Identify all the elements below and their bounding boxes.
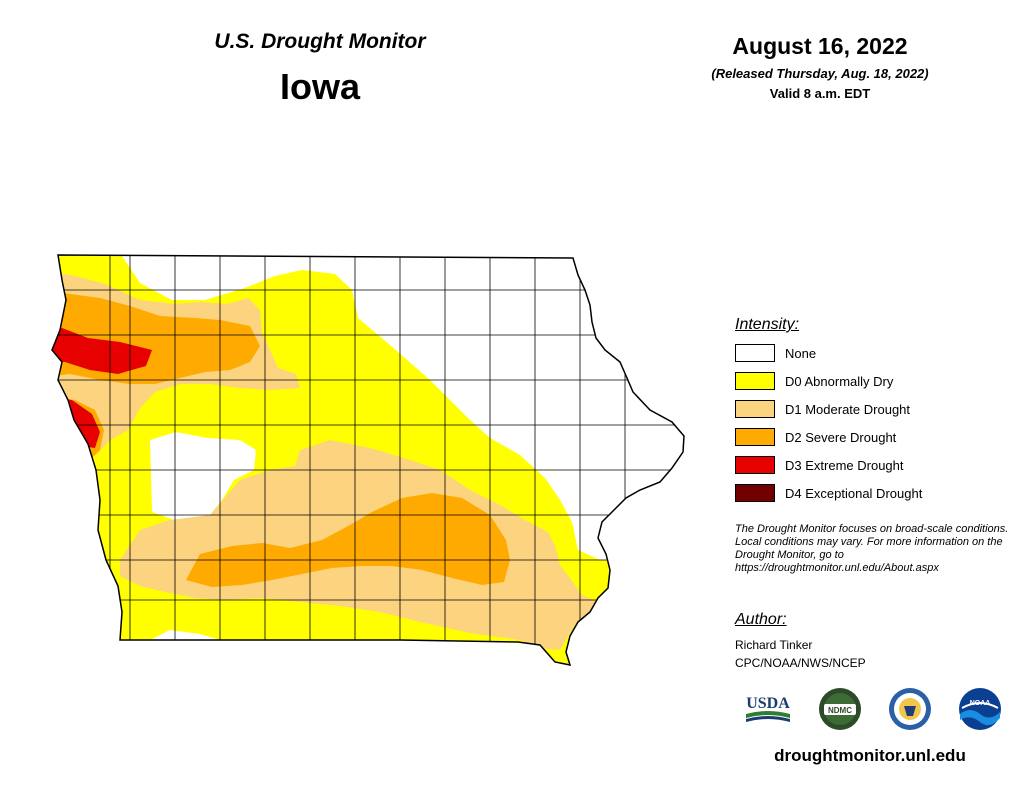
website-url[interactable]: droughtmonitor.unl.edu [774,746,966,765]
legend-label: D2 Severe Drought [785,430,897,445]
county-boundaries [52,255,684,665]
legend-label: D0 Abnormally Dry [785,374,894,389]
legend-title: Intensity: [735,316,800,333]
map-state-title: Iowa [279,66,360,107]
disclaimer-note: The Drought Monitor focuses on broad-sca… [735,523,1009,574]
no-drought-region-west-central [150,432,256,522]
legend-label: D3 Extreme Drought [785,458,904,473]
no-drought-region-northeast [118,255,684,560]
svg-text:NDMC: NDMC [828,706,852,715]
svg-text:NOAA: NOAA [970,700,991,707]
d3-region-northwest [52,328,152,374]
legend-swatch [735,428,775,446]
legend-label: D4 Exceptional Drought [785,486,923,501]
iowa-drought-map [51,254,685,666]
legend-swatch [735,372,775,390]
valid-time: Valid 8 a.m. EDT [769,86,871,101]
usda-logo-icon: USDA [746,695,790,722]
legend-swatch [735,344,775,362]
d2-region-south-central [186,493,510,587]
commerce-seal-icon [889,688,931,730]
noaa-logo-icon: NOAA [959,688,1001,730]
legend-swatch [735,456,775,474]
map-source-title: U.S. Drought Monitor [214,30,426,53]
release-date: (Released Thursday, Aug. 18, 2022) [711,66,929,81]
author-title: Author: [735,611,787,628]
legend-label: D1 Moderate Drought [785,402,911,417]
svg-text:USDA: USDA [746,695,790,712]
map-date: August 16, 2022 [732,33,908,59]
ndmc-logo-icon: NDMC [819,688,861,730]
no-drought-region-south [150,630,220,640]
legend-swatch [735,400,775,418]
author-organization: CPC/NOAA/NWS/NCEP [735,656,866,670]
legend-label: None [785,346,817,361]
iowa-state-outline [51,254,685,666]
legend-swatch [735,484,775,502]
author-name: Richard Tinker [735,638,813,652]
